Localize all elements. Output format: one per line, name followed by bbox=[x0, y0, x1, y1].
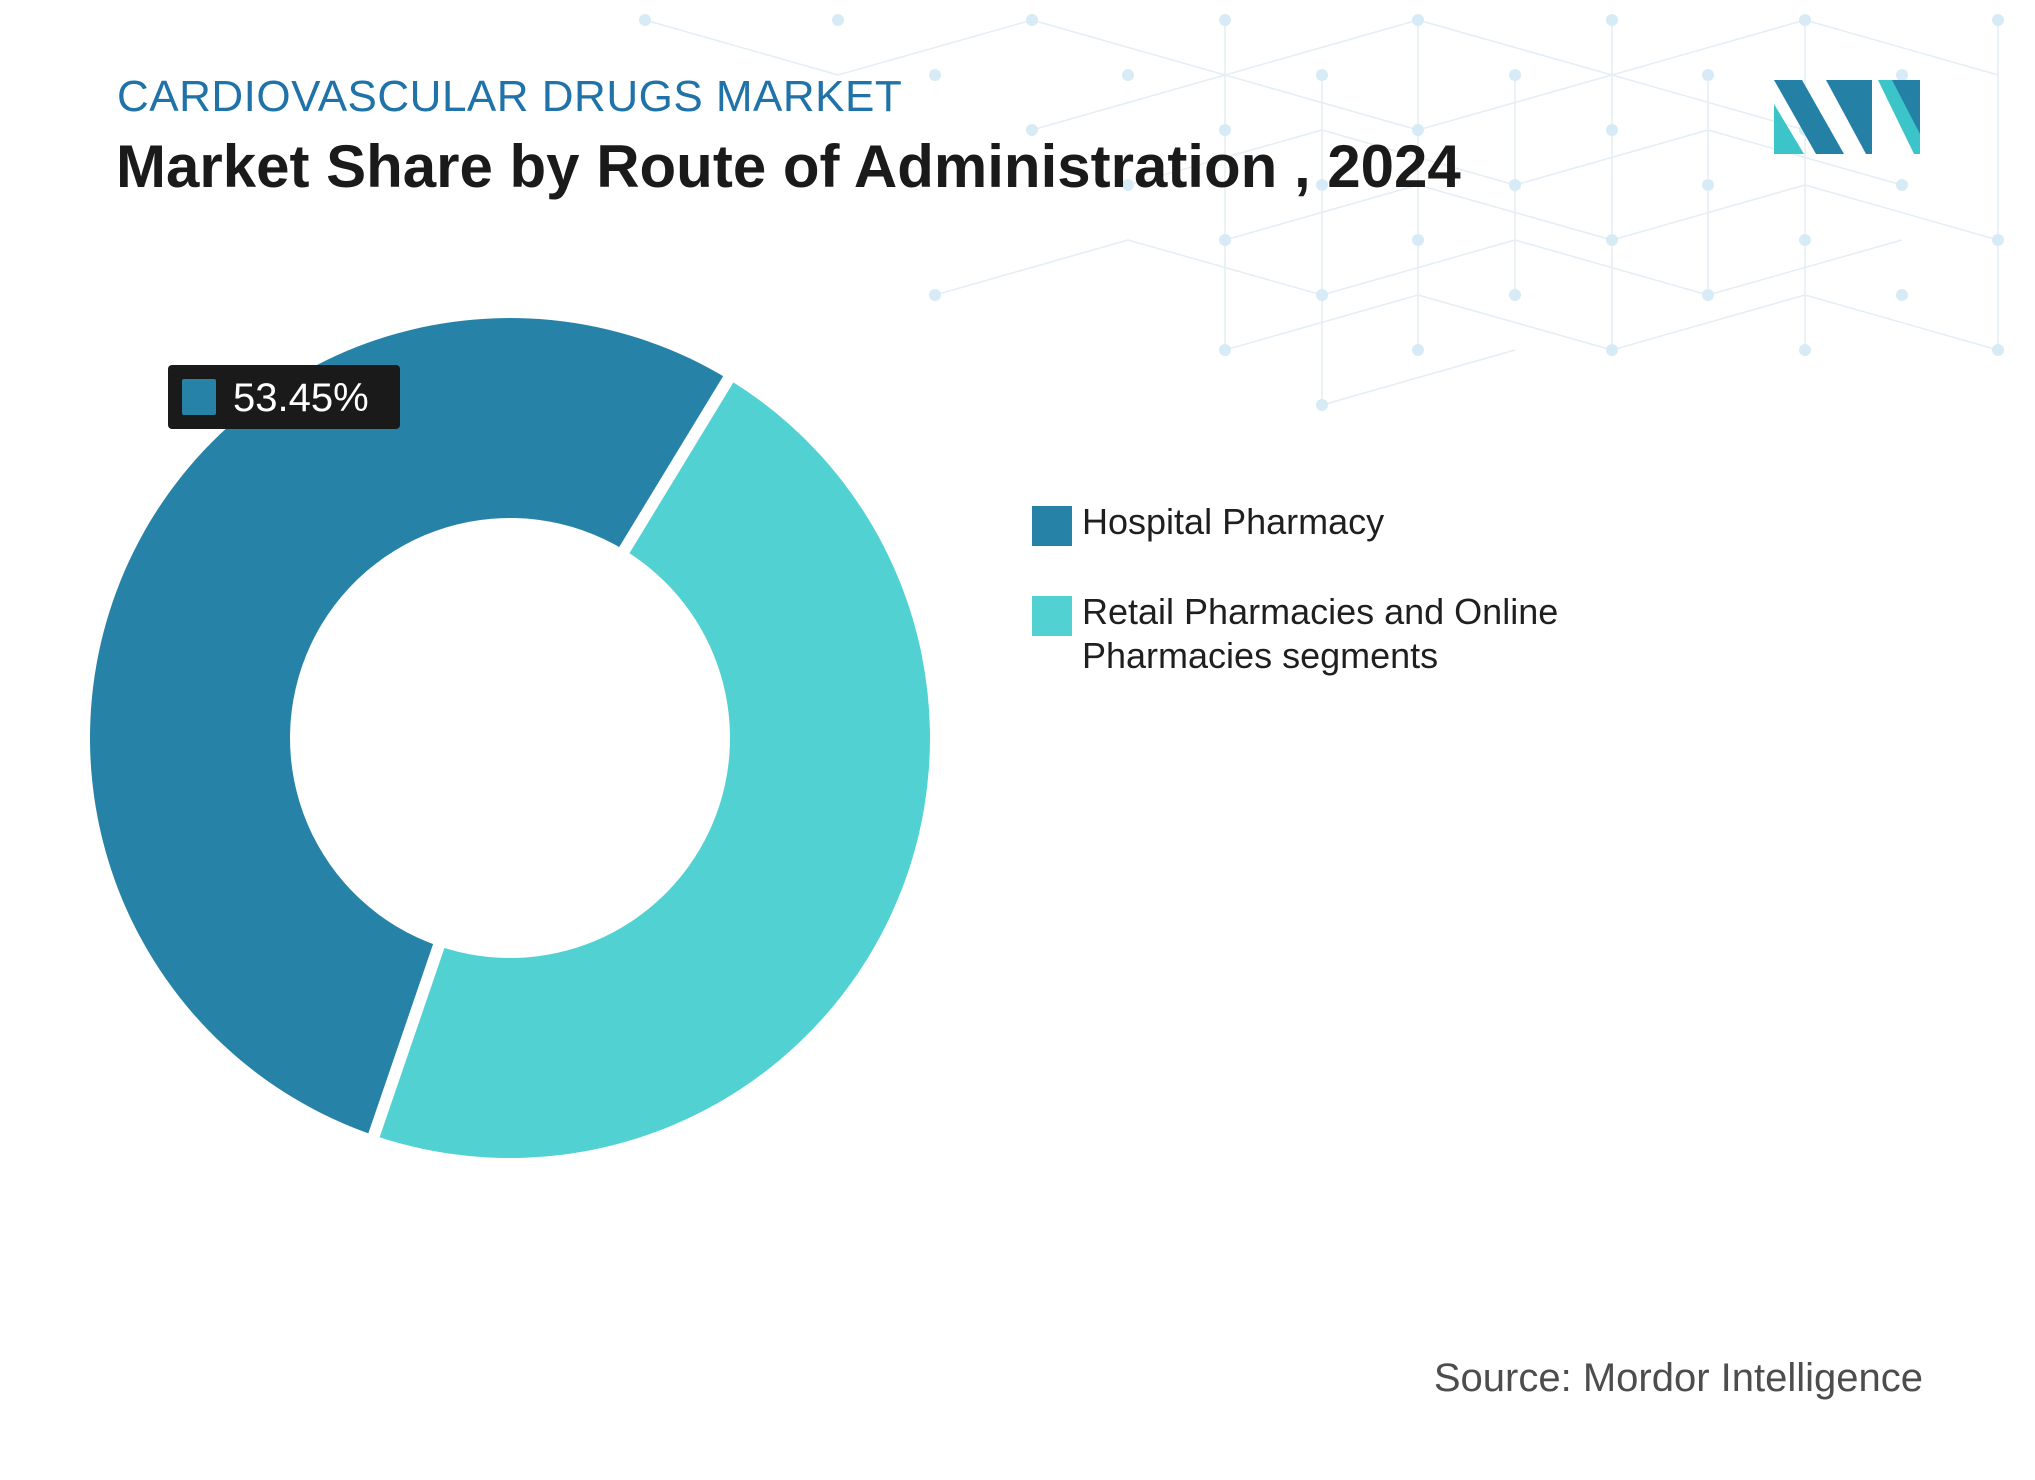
source-note: Source: Mordor Intelligence bbox=[1433, 1356, 1923, 1400]
donut-chart: 53.45% bbox=[90, 318, 930, 1158]
legend-swatch bbox=[1032, 506, 1072, 546]
background-pattern-dot bbox=[1702, 179, 1714, 191]
background-pattern-line bbox=[1804, 184, 1999, 241]
donut-slice-hospital-pharmacy[interactable] bbox=[90, 318, 729, 1136]
background-pattern-line bbox=[644, 19, 839, 76]
data-label-text: 53.45% bbox=[233, 376, 369, 420]
background-pattern-line bbox=[1804, 294, 1999, 351]
background-pattern-dot bbox=[1412, 124, 1424, 136]
background-pattern-line bbox=[1031, 19, 1226, 76]
background-pattern-line bbox=[1417, 294, 1613, 351]
background-pattern-dot bbox=[1316, 399, 1328, 411]
background-pattern-dot bbox=[1412, 344, 1424, 356]
logo-left-base bbox=[1774, 104, 1804, 154]
background-pattern-dot bbox=[1219, 234, 1231, 246]
background-pattern-dot bbox=[639, 14, 651, 26]
background-pattern-line bbox=[1321, 349, 1516, 406]
data-label-swatch bbox=[182, 379, 216, 415]
chart-legend: Hospital Pharmacy Retail Pharmacies and … bbox=[1032, 500, 1702, 724]
background-pattern-dot bbox=[929, 69, 941, 81]
donut-slice-retail-online-pharmacies[interactable] bbox=[373, 379, 930, 1158]
background-pattern-dot bbox=[1026, 14, 1038, 26]
chart-subtitle: CARDIOVASCULAR DRUGS MARKET bbox=[117, 72, 903, 121]
background-pattern-dot bbox=[1122, 179, 1134, 191]
background-pattern-dot bbox=[1992, 14, 2004, 26]
legend-label: Hospital Pharmacy bbox=[1082, 501, 1385, 542]
background-pattern-dot bbox=[1219, 124, 1231, 136]
legend-label: Retail Pharmacies and Online Pharmacies … bbox=[1082, 591, 1559, 676]
legend-item-hospital-pharmacy[interactable]: Hospital Pharmacy bbox=[1032, 500, 1702, 546]
background-pattern-dot bbox=[1509, 289, 1521, 301]
background-pattern-dot bbox=[1606, 344, 1618, 356]
background-pattern-dot bbox=[1219, 14, 1231, 26]
background-pattern-dot bbox=[1896, 289, 1908, 301]
background-pattern-dot bbox=[1606, 14, 1618, 26]
background-pattern-dot bbox=[1316, 69, 1328, 81]
background-pattern-line bbox=[1804, 19, 1999, 76]
slice-separator bbox=[366, 940, 446, 1142]
legend-swatch bbox=[1032, 596, 1072, 636]
background-pattern-dot bbox=[1509, 179, 1521, 191]
background-pattern-line bbox=[1031, 74, 1226, 131]
logo-mid-bar bbox=[1826, 80, 1872, 154]
legend-item-retail-online-pharmacies[interactable]: Retail Pharmacies and Online Pharmacies … bbox=[1032, 590, 1702, 678]
background-pattern-dot bbox=[1799, 234, 1811, 246]
background-pattern-dot bbox=[1702, 69, 1714, 81]
background-pattern-dot bbox=[1606, 124, 1618, 136]
background-pattern-dot bbox=[1896, 179, 1908, 191]
background-pattern-line bbox=[1417, 19, 1613, 76]
data-label-tooltip: 53.45% bbox=[168, 365, 400, 429]
background-pattern-dot bbox=[1316, 289, 1328, 301]
background-pattern-dot bbox=[1896, 69, 1908, 81]
background-pattern-line bbox=[1224, 19, 1419, 76]
background-pattern-dot bbox=[1799, 344, 1811, 356]
background-pattern-dot bbox=[1509, 69, 1521, 81]
background-pattern-dot bbox=[1992, 234, 2004, 246]
background-pattern-line bbox=[837, 19, 1033, 76]
background-pattern-dot bbox=[1702, 289, 1714, 301]
background-pattern-line bbox=[1611, 19, 1806, 76]
logo-left-bar bbox=[1774, 80, 1844, 154]
background-pattern-line bbox=[934, 239, 1129, 296]
background-pattern-dot bbox=[1122, 69, 1134, 81]
background-pattern-dot bbox=[1412, 14, 1424, 26]
background-pattern-dot bbox=[1799, 14, 1811, 26]
background-pattern-dot bbox=[832, 14, 844, 26]
background-pattern-dot bbox=[1026, 124, 1038, 136]
background-pattern-dot bbox=[1606, 234, 1618, 246]
background-pattern-dot bbox=[929, 289, 941, 301]
background-pattern-dot bbox=[1992, 344, 2004, 356]
background-pattern-dot bbox=[1316, 179, 1328, 191]
background-pattern-dot bbox=[1219, 344, 1231, 356]
background-pattern-dot bbox=[1412, 234, 1424, 246]
chart-title: Market Share by Route of Administration … bbox=[116, 133, 1461, 200]
slice-separator bbox=[617, 372, 736, 557]
logo-right-accent bbox=[1892, 80, 1920, 134]
data-label-background bbox=[168, 365, 400, 429]
background-pattern-line bbox=[1611, 294, 1806, 351]
mordor-intelligence-logo-icon bbox=[1774, 80, 1920, 154]
